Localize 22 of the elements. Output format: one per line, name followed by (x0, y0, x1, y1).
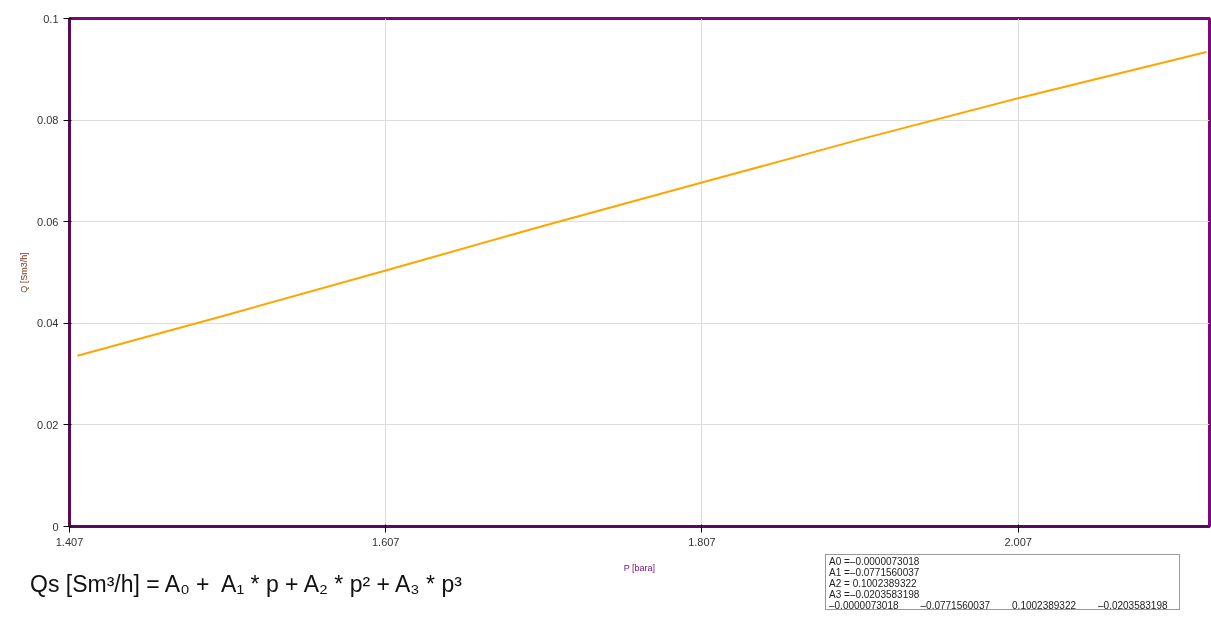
y-tick-label: 0.02 (37, 418, 59, 431)
x-axis-title: P [bara] (623, 562, 656, 573)
y-tick-label: 0.06 (37, 215, 59, 228)
x-tick-label: 1.607 (371, 535, 400, 548)
text: Qs [Sm³/h] = A₀ + A₁ * p + A₂ * p² + A₃ * p³ (30, 570, 462, 599)
y-axis-title: Q [Sm3/h] (19, 252, 30, 293)
x-tick-label: 1.407 (55, 535, 84, 548)
text: –0.0203583198 (1098, 600, 1168, 611)
text: 0.1002389322 (1012, 600, 1077, 611)
text: A0 =–0.0000073018 (829, 556, 921, 567)
y-tick-label: 0 (52, 520, 59, 533)
text: A3 =–0.0203583198 (829, 589, 921, 600)
text: –0.0771560037 (920, 600, 991, 611)
text: –0.0000073018 (829, 600, 899, 611)
y-tick-label: 0.04 (37, 317, 59, 330)
y-tick-label: 0.08 (37, 114, 59, 127)
text: A1 =–0.0771560037 (829, 567, 921, 578)
y-tick-label: 0.1 (43, 12, 59, 25)
x-tick-label: 1.807 (688, 535, 716, 548)
text: A2 = 0.1002389322 (829, 578, 918, 589)
line-series (76, 51, 1208, 357)
x-tick-label: 2.007 (1004, 535, 1032, 548)
